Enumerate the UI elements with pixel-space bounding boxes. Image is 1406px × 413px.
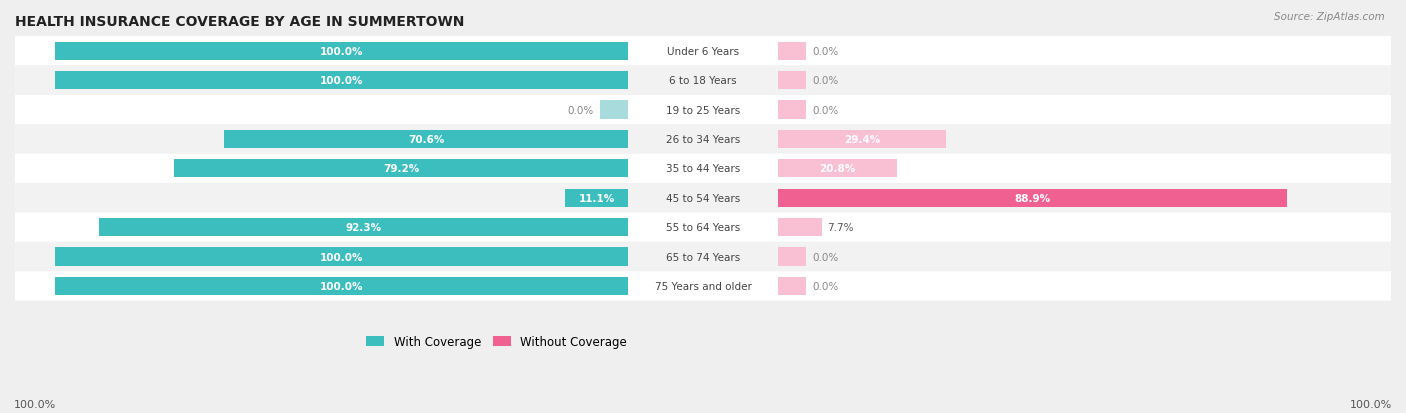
Text: 75 Years and older: 75 Years and older — [655, 281, 751, 291]
FancyBboxPatch shape — [15, 125, 1391, 154]
FancyBboxPatch shape — [15, 184, 1391, 213]
Text: 0.0%: 0.0% — [811, 252, 838, 262]
Text: 100.0%: 100.0% — [321, 76, 364, 86]
Text: 70.6%: 70.6% — [408, 135, 444, 145]
Text: 100.0%: 100.0% — [1350, 399, 1392, 409]
Bar — [224, 131, 628, 149]
Bar — [174, 160, 628, 178]
Bar — [55, 277, 628, 295]
Text: 6 to 18 Years: 6 to 18 Years — [669, 76, 737, 86]
Bar — [55, 248, 628, 266]
Text: 100.0%: 100.0% — [14, 399, 56, 409]
Text: HEALTH INSURANCE COVERAGE BY AGE IN SUMMERTOWN: HEALTH INSURANCE COVERAGE BY AGE IN SUMM… — [15, 15, 464, 29]
Text: 45 to 54 Years: 45 to 54 Years — [666, 193, 740, 203]
Legend: With Coverage, Without Coverage: With Coverage, Without Coverage — [361, 331, 631, 353]
Bar — [55, 72, 628, 90]
Bar — [778, 101, 806, 119]
Text: 0.0%: 0.0% — [811, 76, 838, 86]
FancyBboxPatch shape — [15, 242, 1391, 272]
Bar — [778, 72, 806, 90]
Text: 100.0%: 100.0% — [321, 281, 364, 291]
Text: 19 to 25 Years: 19 to 25 Years — [666, 105, 740, 115]
Text: 55 to 64 Years: 55 to 64 Years — [666, 223, 740, 233]
Bar — [778, 248, 806, 266]
Text: Source: ZipAtlas.com: Source: ZipAtlas.com — [1274, 12, 1385, 22]
Bar — [55, 43, 628, 61]
Text: 100.0%: 100.0% — [321, 252, 364, 262]
Text: 0.0%: 0.0% — [811, 47, 838, 57]
FancyBboxPatch shape — [15, 96, 1391, 125]
FancyBboxPatch shape — [15, 66, 1391, 96]
Bar — [778, 218, 821, 237]
FancyBboxPatch shape — [15, 213, 1391, 242]
Bar — [778, 189, 1288, 207]
Bar — [778, 131, 946, 149]
Text: 0.0%: 0.0% — [811, 281, 838, 291]
Text: 0.0%: 0.0% — [568, 105, 595, 115]
Bar — [565, 189, 628, 207]
Text: 7.7%: 7.7% — [827, 223, 853, 233]
Text: 35 to 44 Years: 35 to 44 Years — [666, 164, 740, 174]
Bar — [778, 277, 806, 295]
Text: 26 to 34 Years: 26 to 34 Years — [666, 135, 740, 145]
Bar — [100, 218, 628, 237]
Text: 92.3%: 92.3% — [346, 223, 382, 233]
FancyBboxPatch shape — [15, 272, 1391, 301]
Text: 11.1%: 11.1% — [578, 193, 614, 203]
Text: Under 6 Years: Under 6 Years — [666, 47, 740, 57]
Bar — [778, 160, 897, 178]
Text: 20.8%: 20.8% — [820, 164, 855, 174]
Text: 88.9%: 88.9% — [1014, 193, 1050, 203]
Text: 29.4%: 29.4% — [844, 135, 880, 145]
Text: 79.2%: 79.2% — [384, 164, 419, 174]
Text: 100.0%: 100.0% — [321, 47, 364, 57]
Text: 65 to 74 Years: 65 to 74 Years — [666, 252, 740, 262]
FancyBboxPatch shape — [15, 37, 1391, 66]
Text: 0.0%: 0.0% — [811, 105, 838, 115]
Bar — [600, 101, 628, 119]
Bar — [778, 43, 806, 61]
FancyBboxPatch shape — [15, 154, 1391, 184]
